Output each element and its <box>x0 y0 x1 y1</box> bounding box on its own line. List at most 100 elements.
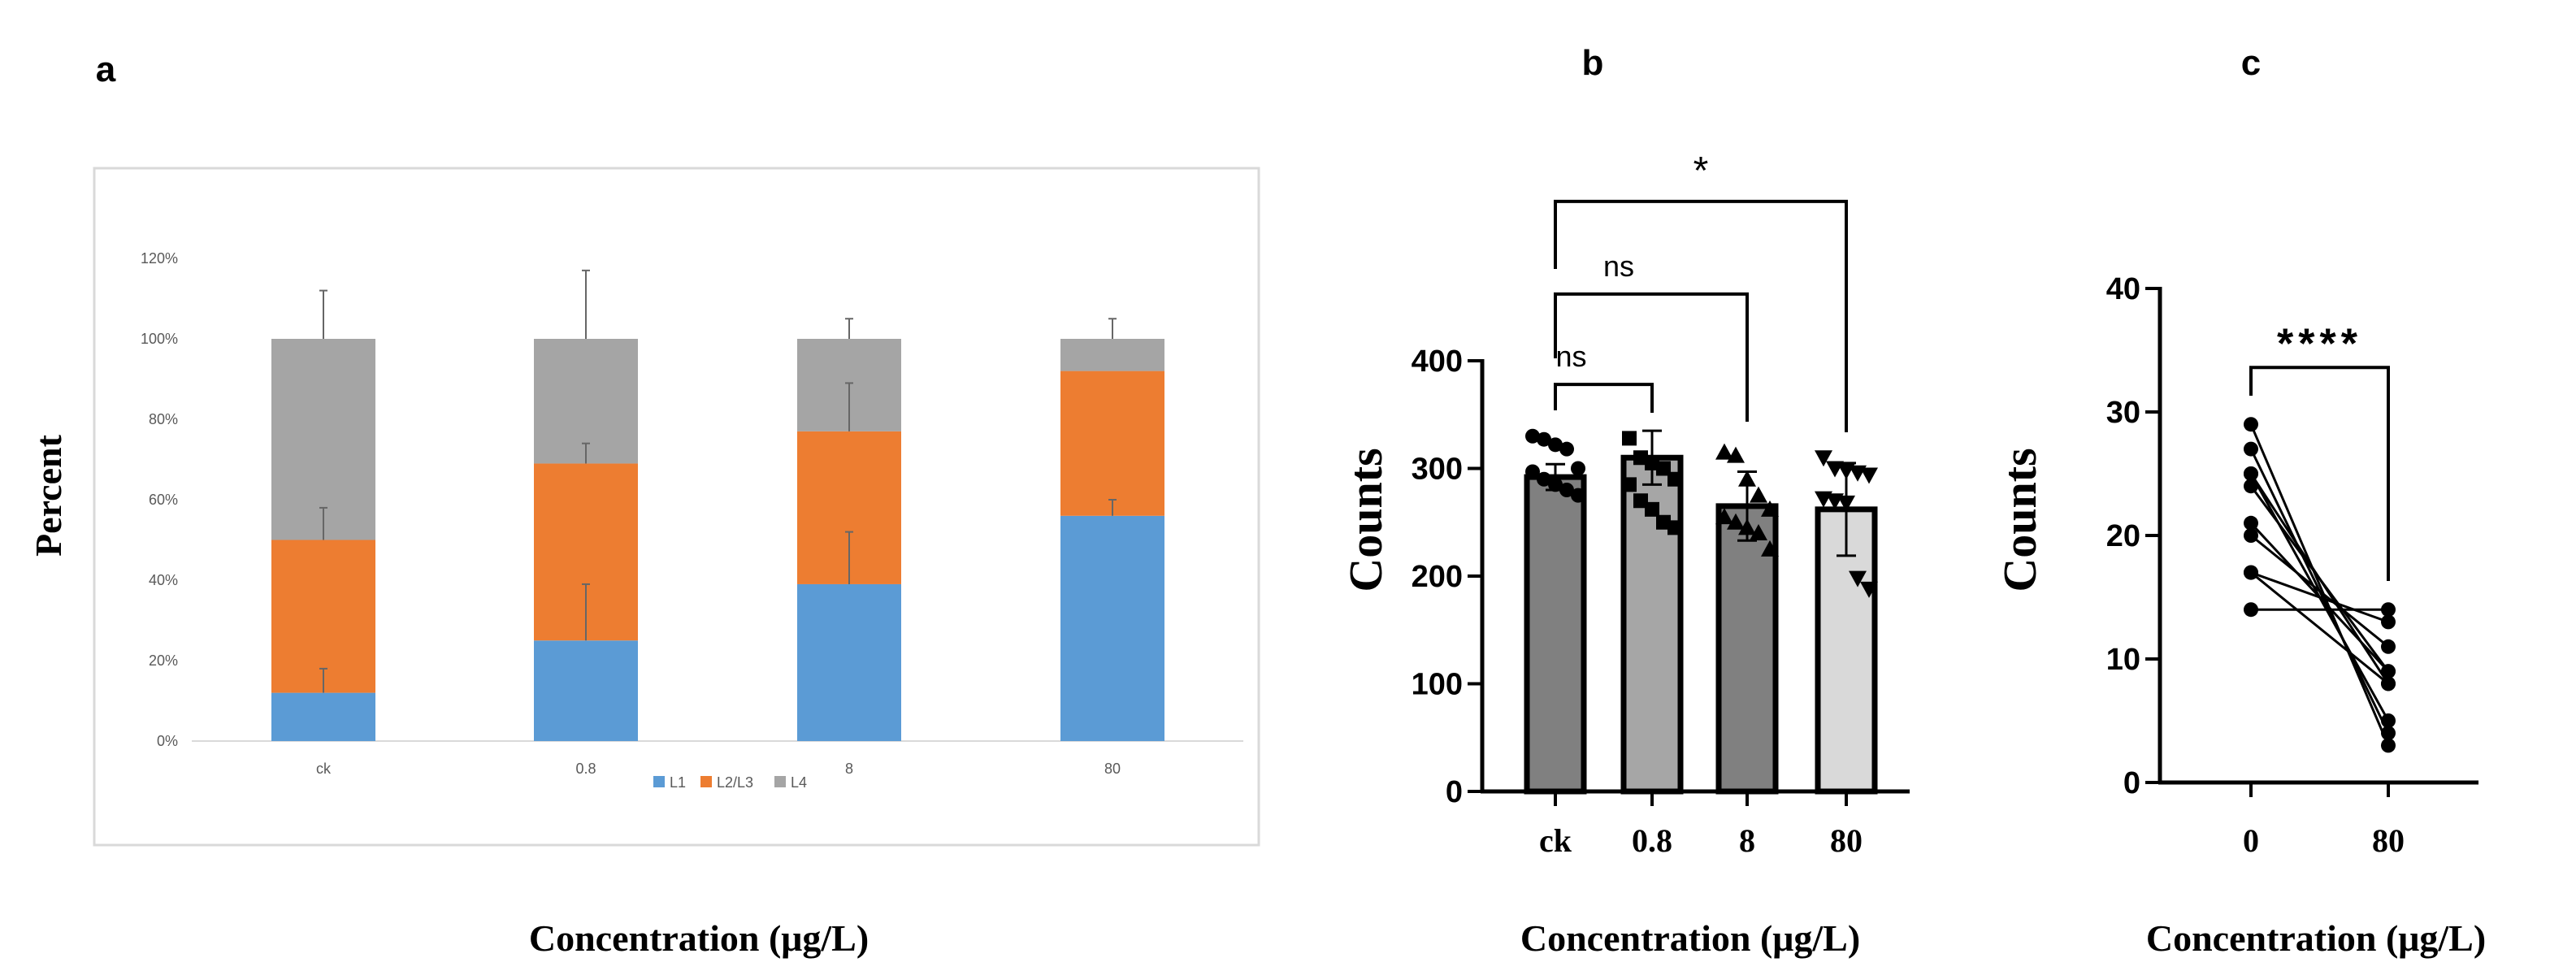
legend-swatch <box>653 776 665 787</box>
legend-label: L2/L3 <box>717 774 753 791</box>
y-axis-label: Counts <box>1339 448 1392 592</box>
data-point-circle <box>1559 441 1574 457</box>
data-point <box>2244 515 2258 531</box>
panel-label-c: c <box>2241 43 2261 83</box>
bar-segment-l2-l3 <box>1060 371 1164 516</box>
data-point-circle <box>1525 464 1540 479</box>
data-point-square <box>1633 493 1648 509</box>
data-point-square <box>1667 471 1682 487</box>
bar-segment-l1 <box>1060 515 1164 741</box>
y-tick-label: 100% <box>141 331 178 347</box>
data-point <box>2381 639 2396 654</box>
data-point <box>2244 479 2258 494</box>
x-tick-label: ck <box>1539 822 1572 859</box>
data-point <box>2244 602 2258 618</box>
y-tick-label: 0 <box>2123 766 2140 800</box>
y-tick-label: 80% <box>149 411 178 427</box>
y-tick-label: 40% <box>149 572 178 588</box>
data-point-circle <box>1559 483 1574 497</box>
data-point-circle <box>1548 437 1563 453</box>
y-tick-label: 0% <box>157 733 178 749</box>
y-tick-label: 60% <box>149 492 178 508</box>
data-point-square <box>1622 477 1637 492</box>
bar-segment-l1 <box>271 692 375 741</box>
data-point-triangle <box>1750 524 1767 540</box>
significance-bracket <box>1554 383 1654 413</box>
data-point <box>2244 466 2258 481</box>
data-point-inverted-triangle <box>1849 570 1867 587</box>
data-point-inverted-triangle <box>1860 581 1878 598</box>
legend-label: L4 <box>791 774 807 791</box>
data-point <box>2381 713 2396 728</box>
data-point <box>2381 602 2396 618</box>
y-tick-label: 120% <box>141 250 178 267</box>
x-tick-label: 0.8 <box>575 761 596 777</box>
data-point-square <box>1656 514 1671 530</box>
x-tick-label: 0 <box>2243 822 2259 859</box>
y-tick-label: 200 <box>1412 560 1463 594</box>
data-point <box>2381 614 2396 630</box>
significance-label: * <box>1693 150 1709 193</box>
panel-a-stacked-bar-chart: Percent Concentration (μg/L) 0% 20% 40% 60%… <box>28 167 1260 959</box>
x-axis-label: Concentration (μg/L) <box>2146 917 2486 959</box>
data-point-triangle <box>1727 446 1745 463</box>
data-point <box>2381 676 2396 691</box>
y-axis-label: Percent <box>28 434 69 557</box>
data-point <box>2381 664 2396 679</box>
x-tick-label: 80 <box>1104 761 1121 777</box>
panel-b-bar-scatter-chart: Counts Concentration (μg/L) 0 100 200 300 40… <box>1339 150 1910 959</box>
data-point-square <box>1645 501 1659 517</box>
y-tick-label: 100 <box>1412 668 1463 702</box>
data-point-square <box>1667 520 1682 535</box>
paired-line <box>2250 571 2389 623</box>
data-point-circle <box>1537 431 1551 447</box>
data-point <box>2244 441 2258 457</box>
paired-line <box>2250 571 2389 685</box>
data-point-triangle <box>1761 540 1779 557</box>
y-tick-label: 20 <box>2106 519 2140 553</box>
significance-bracket <box>1554 199 1848 432</box>
bar-segment-l4 <box>271 339 375 540</box>
y-axis-label: Counts <box>1993 448 2046 592</box>
bar-segment-l2-l3 <box>271 540 375 693</box>
y-tick-label: 20% <box>149 652 178 669</box>
data-point-triangle <box>1750 486 1767 503</box>
data-point-circle <box>1537 471 1551 487</box>
legend-label: L1 <box>670 774 686 791</box>
significance-label: **** <box>2277 320 2362 367</box>
significance-label: ns <box>1603 249 1634 283</box>
y-tick-label: 0 <box>1446 775 1463 809</box>
bar-segment-l1 <box>534 640 638 741</box>
data-point-circle <box>1571 461 1585 476</box>
data-point-square <box>1622 431 1637 446</box>
data-point-circle <box>1571 488 1585 503</box>
legend-swatch <box>700 776 712 787</box>
y-tick-label: 10 <box>2106 643 2140 677</box>
data-point <box>2244 528 2258 543</box>
data-point-triangle <box>1715 443 1733 460</box>
significance-label: ns <box>1555 340 1586 373</box>
y-tick-label: 30 <box>2106 396 2140 430</box>
x-tick-label: ck <box>316 761 332 777</box>
bar <box>1524 474 1587 795</box>
data-point <box>2244 565 2258 580</box>
bar-segment-l1 <box>797 583 901 741</box>
data-point-square <box>1633 450 1648 466</box>
y-tick-label: 300 <box>1412 453 1463 487</box>
data-point-inverted-triangle <box>1860 467 1878 484</box>
paired-line <box>2250 534 2389 648</box>
significance-bracket <box>2249 366 2390 581</box>
x-tick-label: 8 <box>845 761 853 777</box>
panel-label-a: a <box>96 50 116 89</box>
y-tick-label: 400 <box>1412 345 1463 379</box>
data-point-circle <box>1525 428 1540 444</box>
x-tick-label: 80 <box>2372 822 2405 859</box>
data-point-triangle <box>1727 513 1745 530</box>
x-axis-label: Concentration (μg/L) <box>1520 917 1860 959</box>
bar-segment-l4 <box>1060 339 1164 371</box>
data-point <box>2244 417 2258 432</box>
x-axis-label: Concentration (μg/L) <box>529 917 869 959</box>
data-point <box>2381 726 2396 741</box>
paired-line <box>2249 485 2390 673</box>
